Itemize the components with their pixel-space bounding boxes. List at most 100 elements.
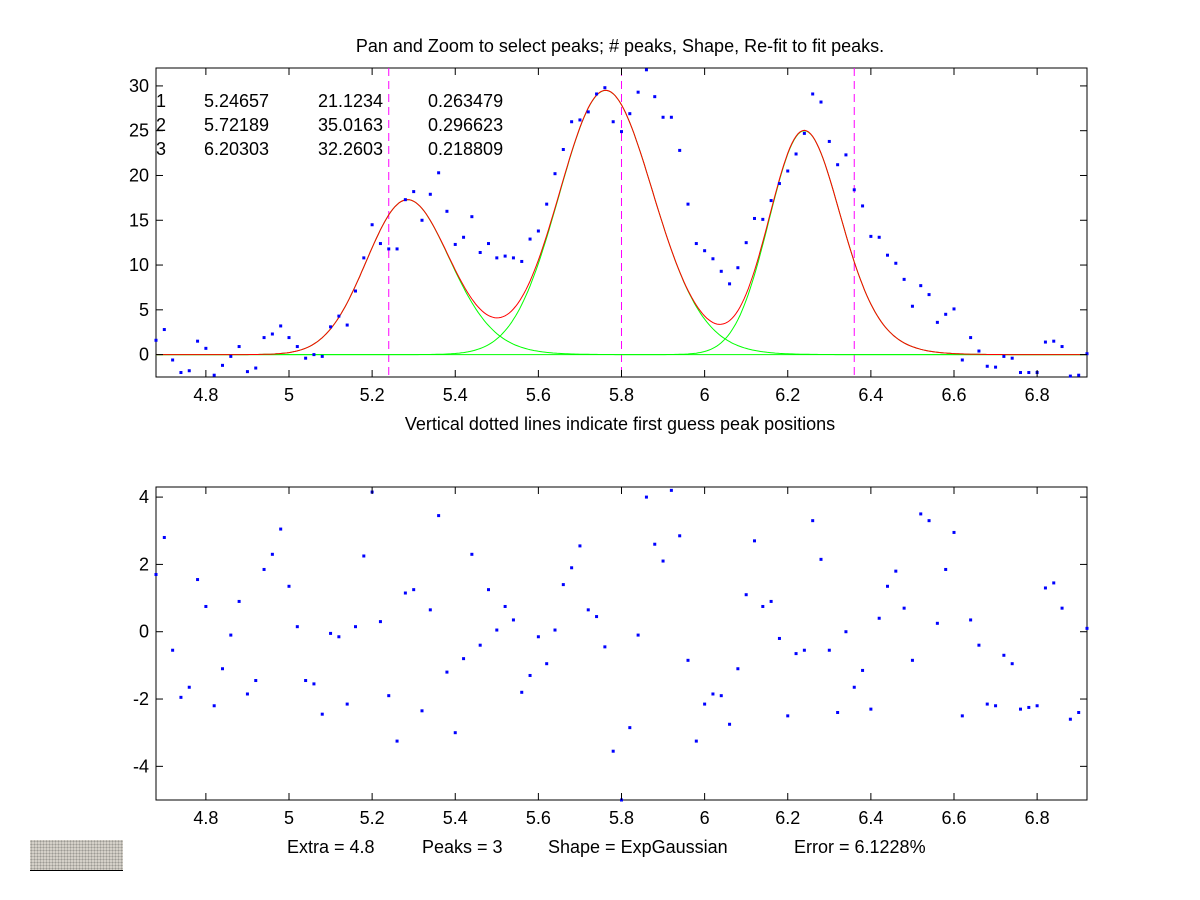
residual-point <box>994 704 998 708</box>
upper-x-ticks: 4.8 5 5.2 5.4 5.6 5.8 6 6.2 6.4 6.6 6.8 <box>193 68 1050 405</box>
data-point <box>719 269 723 273</box>
data-point <box>686 202 690 206</box>
data-point <box>761 217 765 221</box>
residual-point <box>686 658 690 662</box>
upper-x-tick-label: 6.8 <box>1025 385 1050 405</box>
lower-x-tick-label: 5.8 <box>609 808 634 828</box>
residual-point <box>761 604 765 608</box>
residual-point <box>603 645 607 649</box>
data-point <box>952 307 956 311</box>
residual-point <box>478 643 482 647</box>
chart-title: Pan and Zoom to select peaks; # peaks, S… <box>356 36 884 56</box>
data-point <box>728 282 732 286</box>
data-point <box>736 266 740 270</box>
data-point <box>229 354 233 358</box>
peak-table-cell: 21.1234 <box>318 91 383 111</box>
residual-point <box>636 633 640 637</box>
data-point <box>154 338 158 342</box>
lower-y-ticks: -4 -2 0 2 4 <box>133 487 1087 776</box>
upper-x-tick-label: 5.8 <box>609 385 634 405</box>
residual-point <box>586 608 590 612</box>
fit-curve <box>156 89 1087 356</box>
peak-table-cell: 5.24657 <box>204 91 269 111</box>
lower-x-tick-label: 4.8 <box>193 808 218 828</box>
residual-point <box>644 495 648 499</box>
residual-point <box>786 714 790 718</box>
residual-point <box>179 695 183 699</box>
residual-point <box>295 625 299 629</box>
data-point <box>644 68 648 72</box>
data-point <box>620 130 623 134</box>
residual-point <box>611 749 615 753</box>
residual-point <box>969 618 973 622</box>
data-point <box>994 365 998 369</box>
residual-point <box>536 635 540 639</box>
control-widget[interactable] <box>30 840 123 871</box>
data-point <box>570 120 574 124</box>
residual-point <box>811 519 815 523</box>
data-point <box>753 216 756 220</box>
data-point <box>969 336 973 340</box>
residual-point <box>511 618 515 622</box>
residual-point <box>462 657 466 661</box>
residual-point <box>262 567 266 571</box>
residual-point <box>187 685 191 689</box>
residual-point <box>270 552 274 556</box>
residual-point <box>910 658 914 662</box>
residual-point <box>653 542 657 546</box>
data-point <box>1019 371 1022 375</box>
data-point <box>196 339 200 343</box>
residual-point <box>935 621 939 625</box>
status-peaks: Peaks = 3 <box>422 837 503 857</box>
residual-point <box>470 552 474 556</box>
residual-point <box>728 722 732 726</box>
residual-point <box>877 616 881 620</box>
lower-x-ticks: 4.8 5 5.2 5.4 5.6 5.8 6 6.2 6.4 6.6 6.8 <box>193 487 1050 828</box>
residual-point <box>744 593 748 597</box>
data-point <box>1085 352 1089 356</box>
data-point <box>595 92 599 96</box>
data-point <box>362 256 366 260</box>
residual-point <box>345 702 349 706</box>
residual-point <box>960 714 964 718</box>
lower-x-tick-label: 6.8 <box>1025 808 1050 828</box>
residual-point <box>919 512 923 516</box>
residual-point <box>337 635 341 639</box>
data-point <box>786 169 790 173</box>
data-point <box>811 92 815 96</box>
lower-x-tick-label: 6.4 <box>858 808 883 828</box>
data-point <box>935 320 939 324</box>
residual-point <box>395 739 399 743</box>
lower-x-tick-label: 6 <box>700 808 710 828</box>
data-point <box>237 345 241 349</box>
residual-point <box>403 591 407 595</box>
lower-plot[interactable]: 4.8 5 5.2 5.4 5.6 5.8 6 6.2 6.4 6.6 6.8 -4 -2 0 2 4 <box>133 486 1089 828</box>
residual-point <box>387 694 391 698</box>
lower-x-tick-label: 6.6 <box>941 808 966 828</box>
upper-y-tick-label: 5 <box>139 300 149 320</box>
residual-point <box>1027 705 1031 709</box>
residual-point <box>819 557 823 561</box>
data-point <box>628 112 632 116</box>
residual-point <box>162 535 166 539</box>
data-point <box>462 235 466 239</box>
residual-point <box>852 685 856 689</box>
peak-table-cell: 0.218809 <box>428 139 503 159</box>
status-error: Error = 6.1228% <box>794 837 926 857</box>
data-point <box>877 235 881 239</box>
peak-table-cell: 35.0163 <box>318 115 383 135</box>
data-point <box>520 259 524 263</box>
data-point <box>295 345 299 349</box>
lower-x-tick-label: 6.2 <box>775 808 800 828</box>
status-shape: Shape = ExpGaussian <box>548 837 728 857</box>
upper-plot[interactable]: 4.8 5 5.2 5.4 5.6 5.8 6 6.2 6.4 6.6 6.8 0510152025… <box>129 67 1089 405</box>
residual-point <box>1068 717 1072 721</box>
residual-point <box>362 554 366 558</box>
residual-point <box>944 567 948 571</box>
residual-point <box>204 604 208 608</box>
data-point <box>711 257 715 261</box>
upper-x-tick-label: 6 <box>700 385 710 405</box>
residual-point <box>985 702 989 706</box>
data-point <box>836 163 840 167</box>
